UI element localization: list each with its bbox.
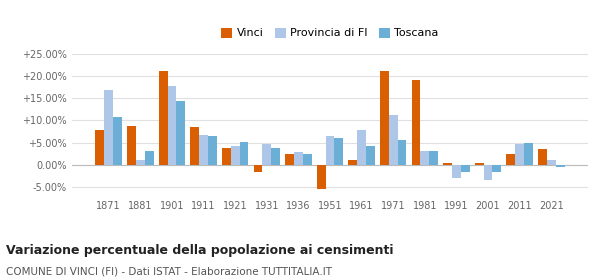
Bar (389, 115, 398, 165)
Bar (303, 154, 311, 165)
Bar (95, 130, 104, 165)
Bar (461, 165, 470, 172)
Bar (271, 148, 280, 165)
Bar (515, 144, 524, 165)
Bar (158, 71, 167, 165)
Bar (429, 151, 438, 165)
Bar (357, 130, 366, 165)
Bar (167, 86, 176, 165)
Bar (231, 146, 239, 165)
Bar (136, 160, 145, 165)
Bar (285, 154, 294, 165)
Bar (538, 149, 547, 165)
Bar (222, 148, 231, 165)
Bar (239, 142, 248, 165)
Bar (452, 165, 461, 178)
Bar (294, 152, 303, 165)
Bar (127, 126, 136, 165)
Bar (398, 139, 406, 165)
Bar (326, 136, 334, 165)
Bar (190, 127, 199, 165)
Bar (547, 160, 556, 165)
Bar (113, 117, 122, 165)
Legend: Vinci, Provincia di FI, Toscana: Vinci, Provincia di FI, Toscana (217, 23, 443, 43)
Text: COMUNE DI VINCI (FI) - Dati ISTAT - Elaborazione TUTTITALIA.IT: COMUNE DI VINCI (FI) - Dati ISTAT - Elab… (6, 266, 332, 276)
Bar (412, 80, 421, 165)
Bar (104, 90, 113, 165)
Bar (262, 144, 271, 165)
Bar (366, 146, 375, 165)
Bar (556, 165, 565, 167)
Text: Variazione percentuale della popolazione ai censimenti: Variazione percentuale della popolazione… (6, 244, 394, 256)
Bar (493, 165, 502, 172)
Bar (524, 143, 533, 165)
Bar (334, 138, 343, 165)
Bar (380, 71, 389, 165)
Bar (317, 165, 326, 189)
Bar (349, 160, 357, 165)
Bar (199, 135, 208, 165)
Bar (443, 163, 452, 165)
Bar (506, 154, 515, 165)
Bar (208, 136, 217, 165)
Bar (145, 151, 154, 165)
Bar (484, 165, 493, 180)
Bar (475, 163, 484, 165)
Bar (176, 101, 185, 165)
Bar (421, 151, 429, 165)
Bar (254, 165, 262, 172)
